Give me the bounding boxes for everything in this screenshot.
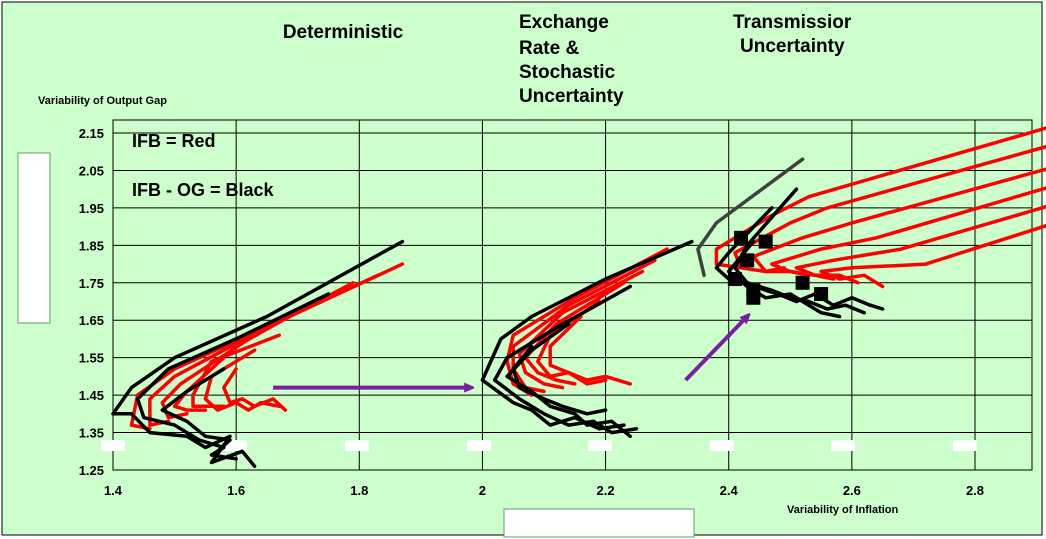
y-tick-label: 1.45 (79, 388, 104, 403)
shift-arrow (684, 316, 748, 382)
y-axis-label: Variability of Output Gap (38, 95, 167, 107)
x-tick-label: 2 (479, 483, 486, 498)
square-marker (746, 290, 761, 305)
y-tick-label: 1.95 (79, 201, 104, 216)
y-tick-label: 1.85 (79, 238, 104, 253)
square-marker (727, 272, 742, 287)
arrows-layer (273, 316, 747, 387)
legend-placeholder-box (17, 152, 51, 324)
legend-note-ifb-og: IFB - OG = Black (132, 180, 275, 200)
x-tick-label: 1.6 (227, 483, 245, 498)
x-tick-label: 1.8 (350, 483, 368, 498)
axis-ticks: 1.4 1.6 1.8 2 2.2 2.4 2.6 2.8 1.25 1.35 1.45 1.55 1.… (79, 126, 984, 498)
square-marker (758, 234, 773, 249)
y-tick-label: 1.35 (79, 426, 104, 441)
ifb-red-line (517, 269, 645, 390)
x-tick-label: 2.4 (720, 483, 739, 498)
x-baseline-box (345, 440, 369, 451)
ifb-red-line (523, 281, 626, 386)
square-marker (734, 230, 749, 245)
caption-placeholder-box (503, 508, 695, 538)
ifb-og-black-line (511, 344, 608, 416)
ifb-red-line (222, 367, 288, 412)
y-tick-label: 1.25 (79, 463, 104, 478)
series-group (111, 187, 885, 469)
x-baseline-box (831, 440, 855, 451)
x-baseline-box (101, 440, 125, 451)
panel-title-exchange-line2: Rate & (519, 38, 579, 59)
x-baseline-box (588, 440, 612, 451)
x-tick-label: 2.6 (843, 483, 861, 498)
panel-title-exchange-line3: Stochastic (519, 62, 616, 83)
grid (101, 120, 1032, 471)
x-tick-label: 1.4 (104, 483, 123, 498)
square-marker (740, 253, 755, 268)
square-marker (814, 287, 829, 302)
panel-title-exchange-line1: Exchange (519, 12, 609, 33)
ifb-red-line (505, 247, 669, 397)
panel-title-transmission-line1: Transmissior (733, 12, 852, 33)
x-baseline-box (710, 440, 734, 451)
panel-title-transmission-line2: Uncertainty (740, 36, 845, 57)
panel-title-exchange-line4: Uncertainty (519, 86, 624, 107)
ifb-red-line (172, 296, 325, 412)
ifb-red-line (548, 314, 632, 386)
panel-title-deterministic: Deterministic (283, 22, 404, 43)
x-axis-label: Variability of Inflation (787, 504, 899, 516)
y-tick-label: 2.05 (79, 163, 104, 178)
ifb-red-line (794, 204, 1046, 285)
y-tick-label: 1.55 (79, 351, 104, 366)
markers-layer (727, 230, 829, 305)
x-tick-label: 2.8 (966, 483, 984, 498)
y-tick-label: 2.15 (79, 126, 104, 141)
ifb-og-black-line (111, 239, 405, 469)
ifb-og-black-line (492, 284, 639, 435)
ifb-og-black-line (160, 367, 232, 454)
square-marker (795, 275, 810, 290)
series-layer (111, 126, 1046, 469)
x-tick-label: 2.2 (597, 483, 615, 498)
ifb-red-line (819, 223, 1046, 289)
y-tick-label: 1.65 (79, 313, 104, 328)
x-baseline-box (223, 440, 247, 451)
legend-note-ifb: IFB = Red (132, 131, 216, 151)
y-tick-label: 1.75 (79, 276, 104, 291)
x-baseline-box (467, 440, 491, 451)
x-baseline-box (953, 440, 977, 451)
grey-line (696, 157, 805, 278)
series-group (696, 157, 805, 278)
